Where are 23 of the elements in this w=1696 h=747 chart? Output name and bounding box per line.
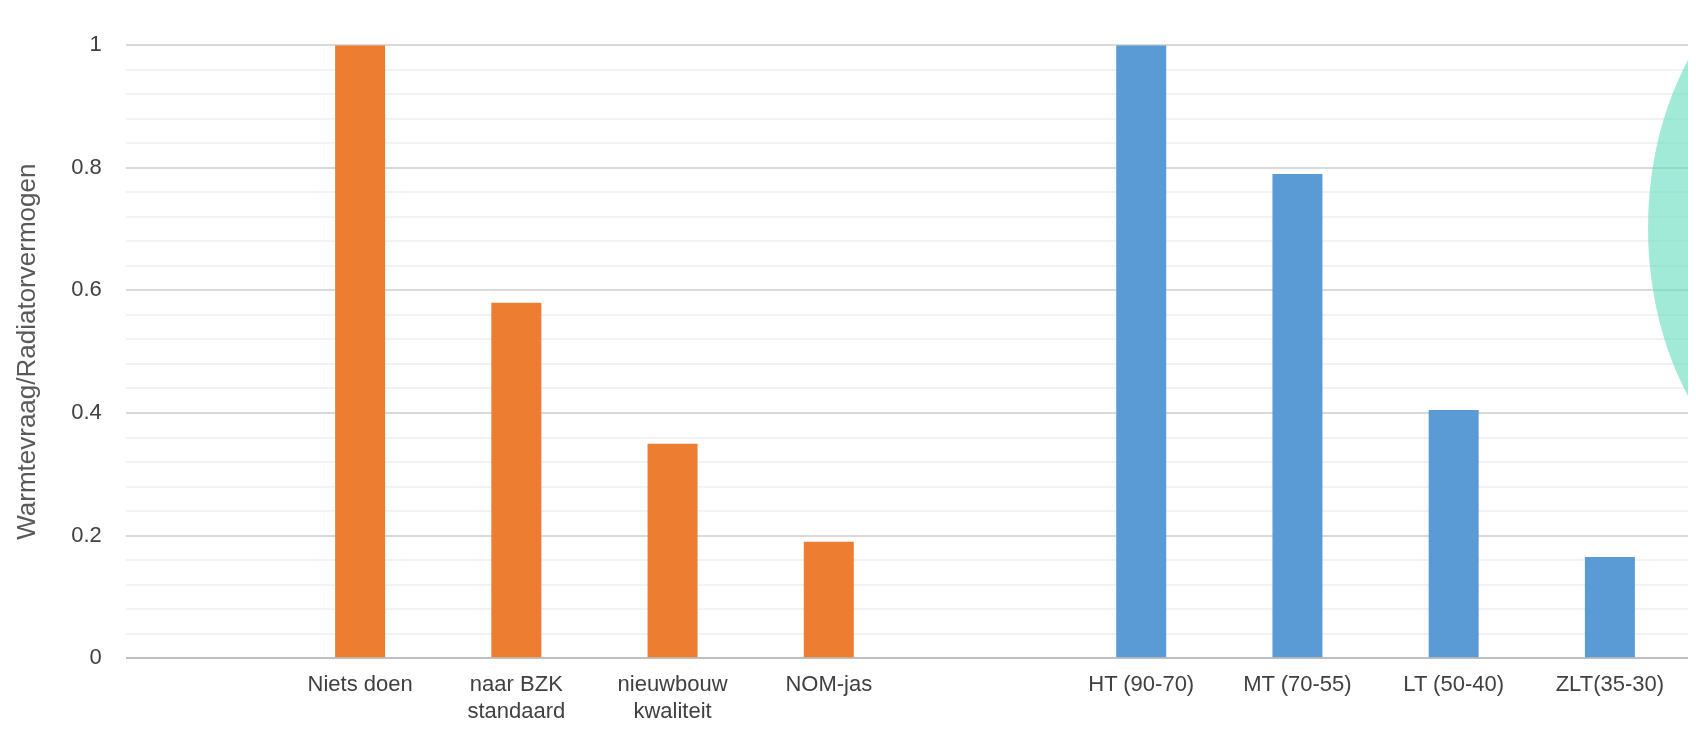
bar bbox=[1272, 173, 1323, 658]
y-tick-label: 0 bbox=[89, 644, 102, 670]
bar bbox=[491, 302, 542, 658]
x-tick-label: LT (50-40) bbox=[1403, 671, 1505, 697]
y-tick-label: 0.4 bbox=[71, 399, 102, 425]
bar bbox=[1428, 409, 1479, 658]
x-tick-label: nieuwbouw kwaliteit bbox=[617, 671, 728, 723]
bar bbox=[803, 541, 854, 658]
x-tick-label: naar BZK standaard bbox=[467, 671, 566, 723]
y-tick-label: 1 bbox=[89, 31, 102, 57]
bar bbox=[1584, 557, 1635, 658]
y-tick-label: 0.2 bbox=[71, 521, 102, 547]
bar bbox=[647, 443, 698, 658]
y-tick-label: 0.6 bbox=[71, 276, 102, 302]
y-axis-title: Warmtevraag/Radiatorvermogen bbox=[10, 163, 41, 540]
y-tick-label: 0.8 bbox=[71, 153, 102, 179]
x-tick-label: NOM-jas bbox=[785, 671, 873, 697]
bar bbox=[335, 45, 386, 658]
x-tick-label: Niets doen bbox=[307, 671, 413, 697]
x-tick-label: MT (70-55) bbox=[1243, 671, 1352, 697]
x-tick-label: ZLT(35-30) bbox=[1555, 671, 1665, 697]
bar bbox=[1116, 45, 1167, 658]
x-tick-label: HT (90-70) bbox=[1088, 671, 1195, 697]
